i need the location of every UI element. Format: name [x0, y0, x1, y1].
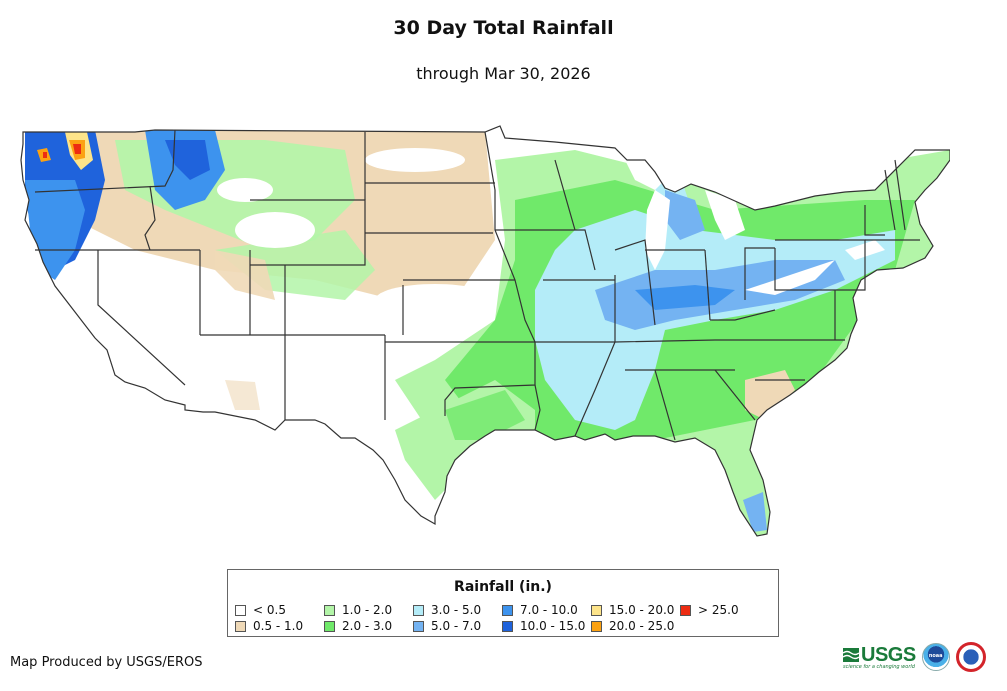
- legend-label: 5.0 - 7.0: [431, 619, 482, 633]
- legend-item: 7.0 - 10.0: [502, 602, 591, 618]
- legend-label: > 25.0: [698, 603, 739, 617]
- legend-label: 20.0 - 25.0: [609, 619, 675, 633]
- legend-label: 15.0 - 20.0: [609, 603, 675, 617]
- legend-swatch: [324, 604, 335, 616]
- legend-swatch: [413, 620, 424, 632]
- legend-item: 20.0 - 25.0: [591, 618, 680, 634]
- legend-item: 10.0 - 15.0: [502, 618, 591, 634]
- legend-label: < 0.5: [253, 603, 286, 617]
- legend-label: 3.0 - 5.0: [431, 603, 482, 617]
- legend-swatch: [680, 604, 691, 616]
- agency-logos: USGS science for a changing world noaa: [843, 641, 1007, 673]
- legend-label: 2.0 - 3.0: [342, 619, 393, 633]
- legend-item: > 25.0: [680, 602, 760, 618]
- legend-swatch: [591, 620, 602, 632]
- legend-item: 0.5 - 1.0: [235, 618, 324, 634]
- map-legend: Rainfall (in.) < 0.5 0.5 - 1.0 1.0 - 2.0…: [227, 569, 779, 637]
- legend-label: 0.5 - 1.0: [253, 619, 304, 633]
- map-title: 30 Day Total Rainfall: [393, 17, 614, 39]
- legend-item: 15.0 - 20.0: [591, 602, 680, 618]
- legend-label: 7.0 - 10.0: [520, 603, 578, 617]
- map-subtitle: through Mar 30, 2026: [416, 64, 591, 83]
- noaa-wordmark: noaa: [928, 653, 943, 659]
- legend-swatch: [235, 620, 246, 632]
- noaa-logo-icon: noaa: [921, 643, 950, 671]
- legend-swatch: [235, 604, 246, 616]
- map-credit: Map Produced by USGS/EROS: [10, 655, 203, 670]
- legend-swatch: [324, 620, 335, 632]
- usgs-logo: USGS science for a changing world: [843, 645, 916, 670]
- legend-label: 10.0 - 15.0: [520, 619, 586, 633]
- usgs-waves-icon: [843, 647, 859, 662]
- usgs-tagline: science for a changing world: [843, 663, 915, 670]
- rainfall-map: [15, 120, 950, 540]
- legend-items: < 0.5 0.5 - 1.0 1.0 - 2.0 2.0 - 3.0 3.0 …: [235, 602, 760, 634]
- legend-label: 1.0 - 2.0: [342, 603, 393, 617]
- nws-logo-icon: [955, 642, 986, 672]
- legend-title: Rainfall (in.): [454, 579, 552, 595]
- legend-swatch: [502, 604, 513, 616]
- legend-swatch: [502, 620, 513, 632]
- legend-swatch: [413, 604, 424, 616]
- legend-item: < 0.5: [235, 602, 324, 618]
- legend-swatch: [591, 604, 602, 616]
- usgs-wordmark: USGS: [861, 643, 916, 666]
- legend-item: 5.0 - 7.0: [413, 618, 502, 634]
- legend-item: 2.0 - 3.0: [324, 618, 413, 634]
- legend-item: 3.0 - 5.0: [413, 602, 502, 618]
- legend-item: 1.0 - 2.0: [324, 602, 413, 618]
